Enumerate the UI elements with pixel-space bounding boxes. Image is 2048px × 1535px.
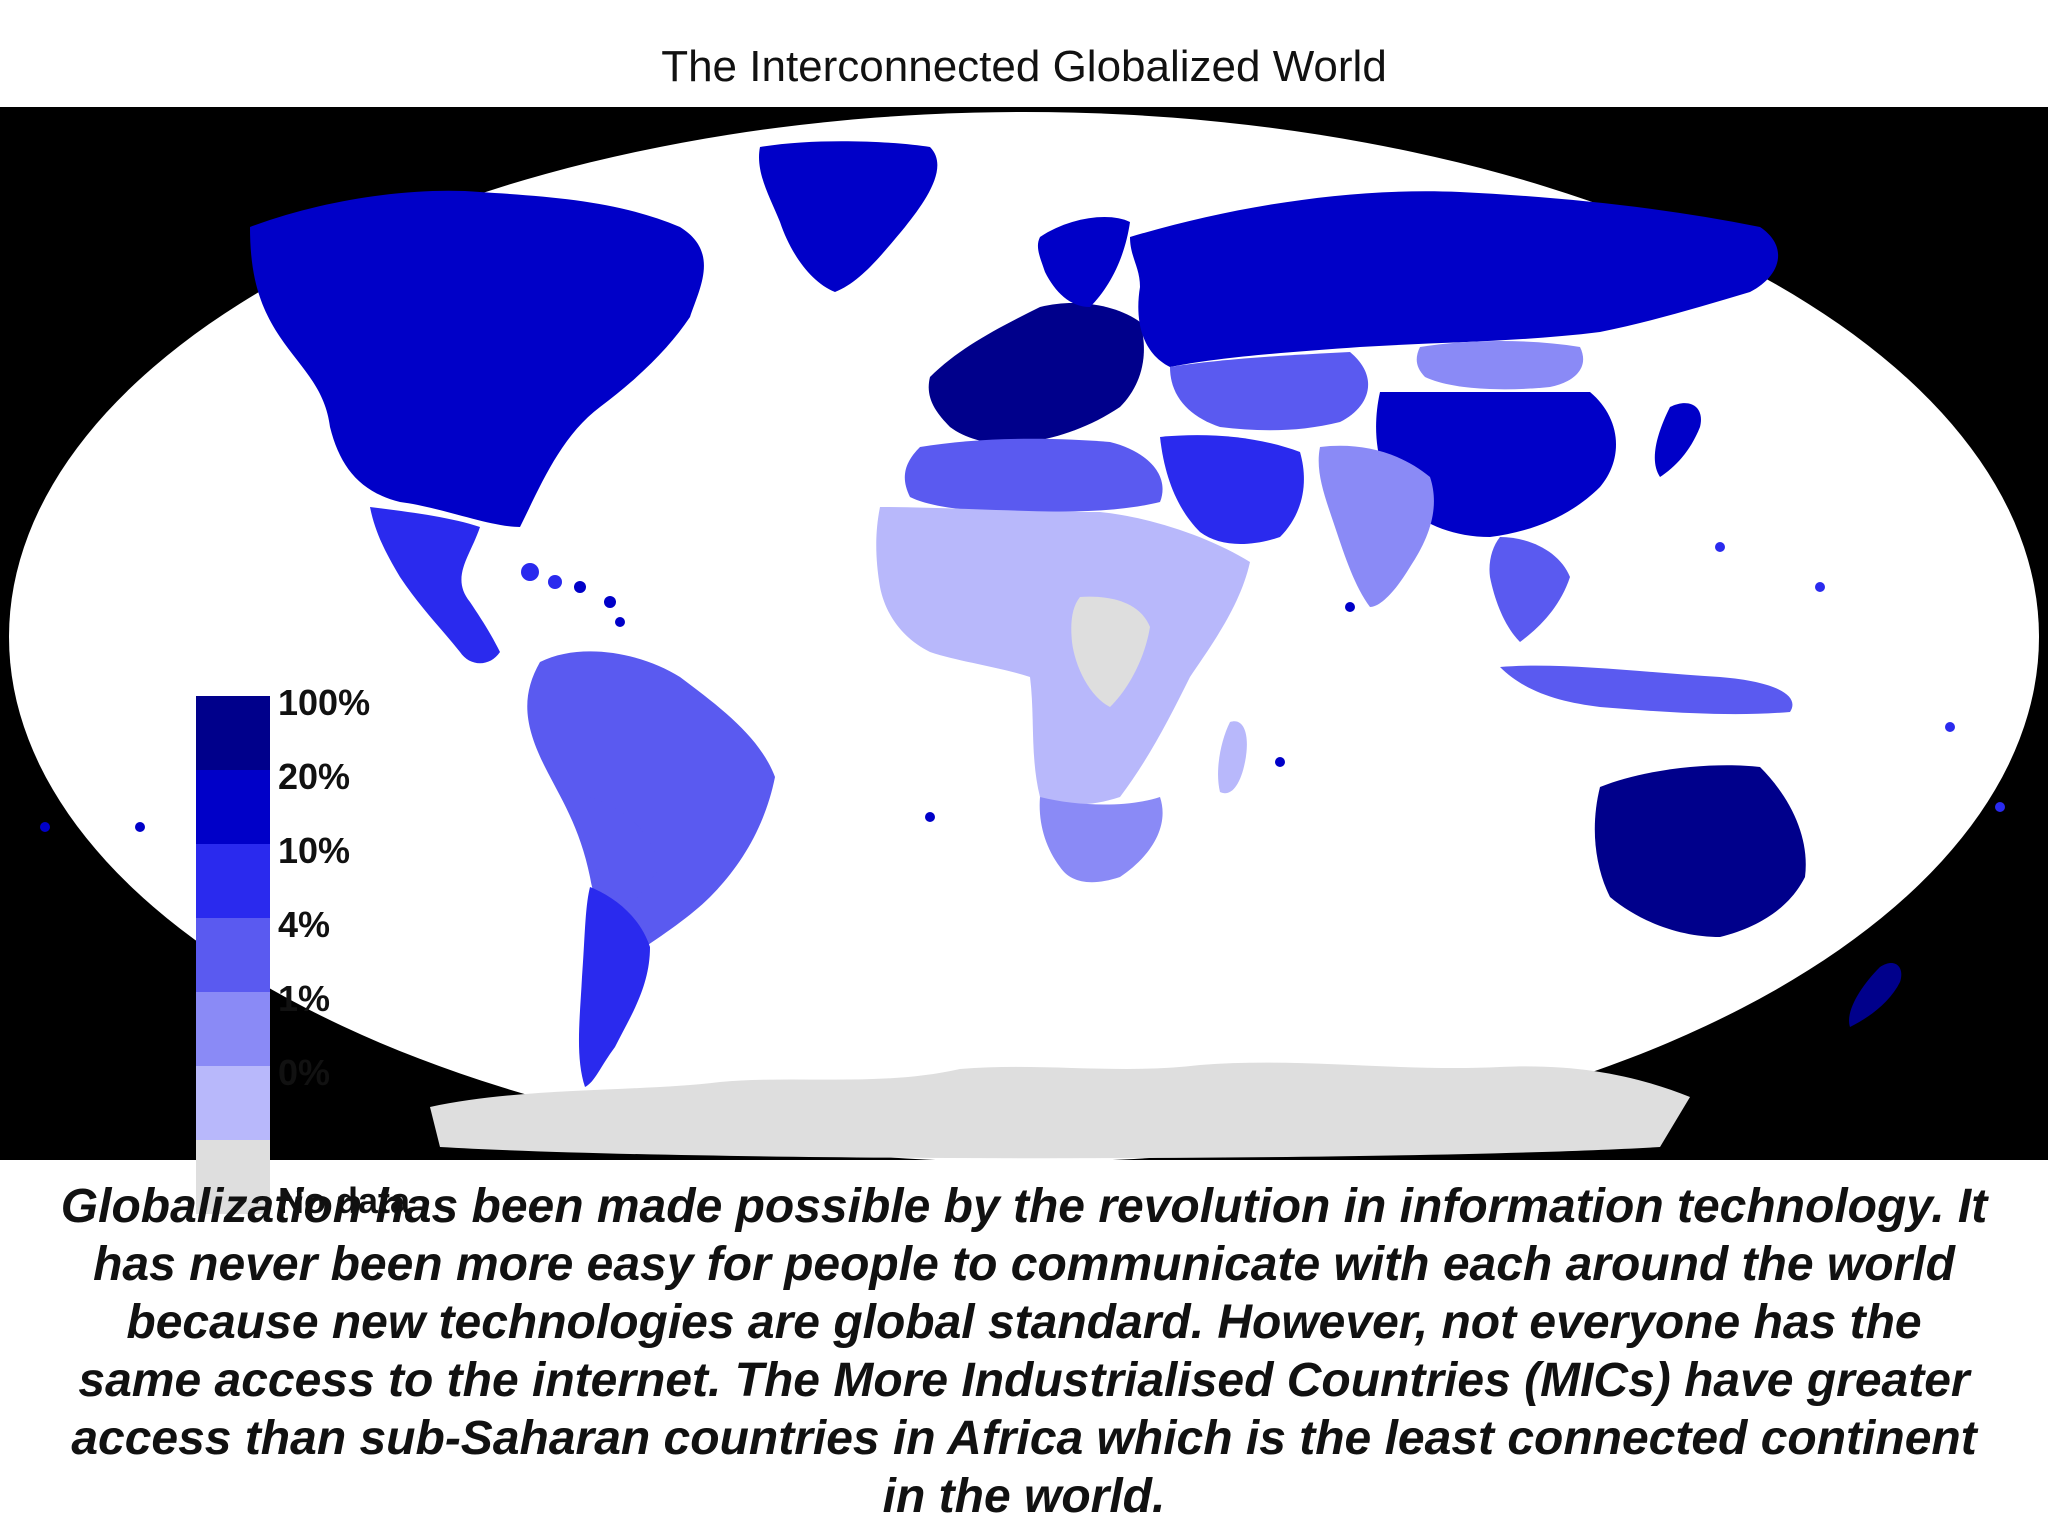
- page-title: The Interconnected Globalized World: [661, 42, 1387, 91]
- legend-label: 10%: [278, 830, 351, 871]
- region-island-8: [1275, 757, 1285, 767]
- region-madagascar: [1218, 721, 1247, 794]
- region-south-america: [527, 651, 775, 957]
- region-island-7: [925, 812, 935, 822]
- legend-swatch: [196, 1140, 270, 1214]
- region-caribbean-3: [574, 581, 586, 593]
- caption-text: Globalization has been made possible by …: [60, 1180, 1988, 1523]
- region-island-9: [1345, 602, 1355, 612]
- region-southern-africa: [1039, 797, 1163, 883]
- region-island-5: [135, 822, 145, 832]
- region-north-america: [250, 190, 704, 528]
- legend-swatch: [196, 770, 270, 844]
- region-russia: [1130, 191, 1779, 367]
- region-mexico-central-america: [370, 507, 500, 664]
- legend-label: No data: [278, 1180, 411, 1221]
- region-argentina-chile: [578, 887, 650, 1087]
- region-middle-east: [1160, 435, 1304, 544]
- region-south-asia: [1318, 445, 1434, 607]
- world-map-svg: [9, 112, 2039, 1160]
- legend-swatch: [196, 844, 270, 918]
- region-caribbean-2: [548, 575, 562, 589]
- legend-label: 100%: [278, 682, 371, 723]
- region-island-2: [1815, 582, 1825, 592]
- region-island-4: [1995, 802, 2005, 812]
- region-southeast-asia: [1489, 537, 1570, 642]
- region-island-1: [1715, 542, 1725, 552]
- legend-label: 1%: [278, 978, 331, 1019]
- region-japan: [1654, 403, 1701, 477]
- region-indonesia: [1500, 665, 1793, 715]
- region-europe: [928, 302, 1144, 444]
- legend-label: 4%: [278, 904, 331, 945]
- region-caribbean-4: [604, 596, 616, 608]
- legend-label: 0%: [278, 1052, 331, 1093]
- world-map: 100% 20% 10% 4% 1% 0% No data: [0, 107, 2048, 1221]
- legend-swatch: [196, 1066, 270, 1140]
- region-central-asia: [1170, 352, 1369, 431]
- region-mongolia: [1416, 341, 1584, 390]
- region-new-zealand: [1849, 962, 1902, 1027]
- region-china: [1376, 392, 1617, 537]
- region-australia: [1594, 765, 1806, 937]
- region-central-africa-nodata: [1071, 596, 1150, 707]
- region-scandinavia: [1037, 217, 1130, 307]
- region-sub-saharan-africa: [876, 507, 1250, 805]
- region-greenland: [759, 141, 938, 292]
- region-caribbean-1: [521, 563, 539, 581]
- region-antarctica: [430, 1062, 1690, 1159]
- region-north-africa: [904, 438, 1163, 512]
- region-caribbean-5: [615, 617, 625, 627]
- region-island-6: [40, 822, 50, 832]
- legend-label: 20%: [278, 756, 351, 797]
- legend-swatch: [196, 992, 270, 1066]
- region-island-3: [1945, 722, 1955, 732]
- legend-swatch: [196, 918, 270, 992]
- legend-swatch: [196, 696, 270, 770]
